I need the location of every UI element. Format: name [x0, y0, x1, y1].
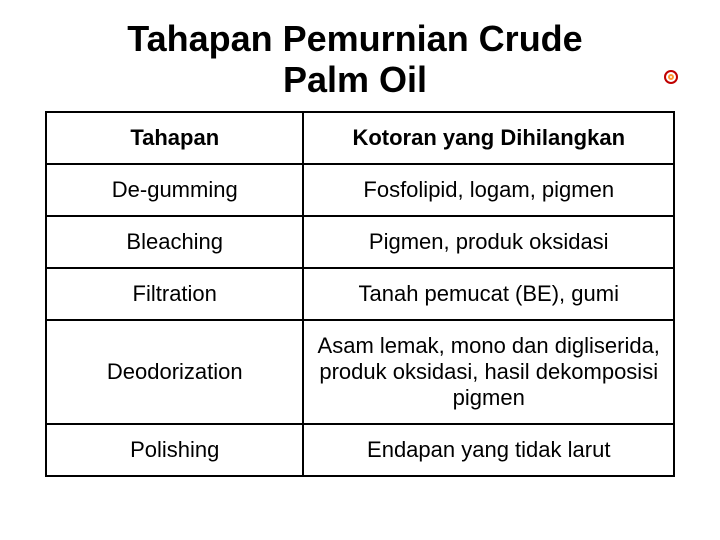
title-line1: Tahapan Pemurnian Crude [127, 18, 582, 59]
table-row: Deodorization Asam lemak, mono dan digli… [46, 320, 674, 424]
table-header-row: Tahapan Kotoran yang Dihilangkan [46, 112, 674, 164]
cell-kotoran: Endapan yang tidak larut [303, 424, 674, 476]
bullet-inner-icon [668, 74, 674, 80]
col-header-kotoran: Kotoran yang Dihilangkan [303, 112, 674, 164]
table-row: Filtration Tanah pemucat (BE), gumi [46, 268, 674, 320]
slide-title: Tahapan Pemurnian Crude Palm Oil [0, 0, 720, 111]
cell-kotoran: Fosfolipid, logam, pigmen [303, 164, 674, 216]
cell-kotoran: Asam lemak, mono dan digliserida, produk… [303, 320, 674, 424]
cell-tahapan: Filtration [46, 268, 303, 320]
cell-tahapan: Polishing [46, 424, 303, 476]
purification-table: Tahapan Kotoran yang Dihilangkan De-gumm… [45, 111, 675, 477]
table-row: Polishing Endapan yang tidak larut [46, 424, 674, 476]
cell-tahapan: De-gumming [46, 164, 303, 216]
col-header-tahapan: Tahapan [46, 112, 303, 164]
cell-kotoran: Tanah pemucat (BE), gumi [303, 268, 674, 320]
cell-tahapan: Deodorization [46, 320, 303, 424]
table-row: De-gumming Fosfolipid, logam, pigmen [46, 164, 674, 216]
cell-tahapan: Bleaching [46, 216, 303, 268]
cell-kotoran: Pigmen, produk oksidasi [303, 216, 674, 268]
table-row: Bleaching Pigmen, produk oksidasi [46, 216, 674, 268]
title-line2: Palm Oil [283, 59, 427, 100]
table-container: Tahapan Kotoran yang Dihilangkan De-gumm… [0, 111, 720, 477]
